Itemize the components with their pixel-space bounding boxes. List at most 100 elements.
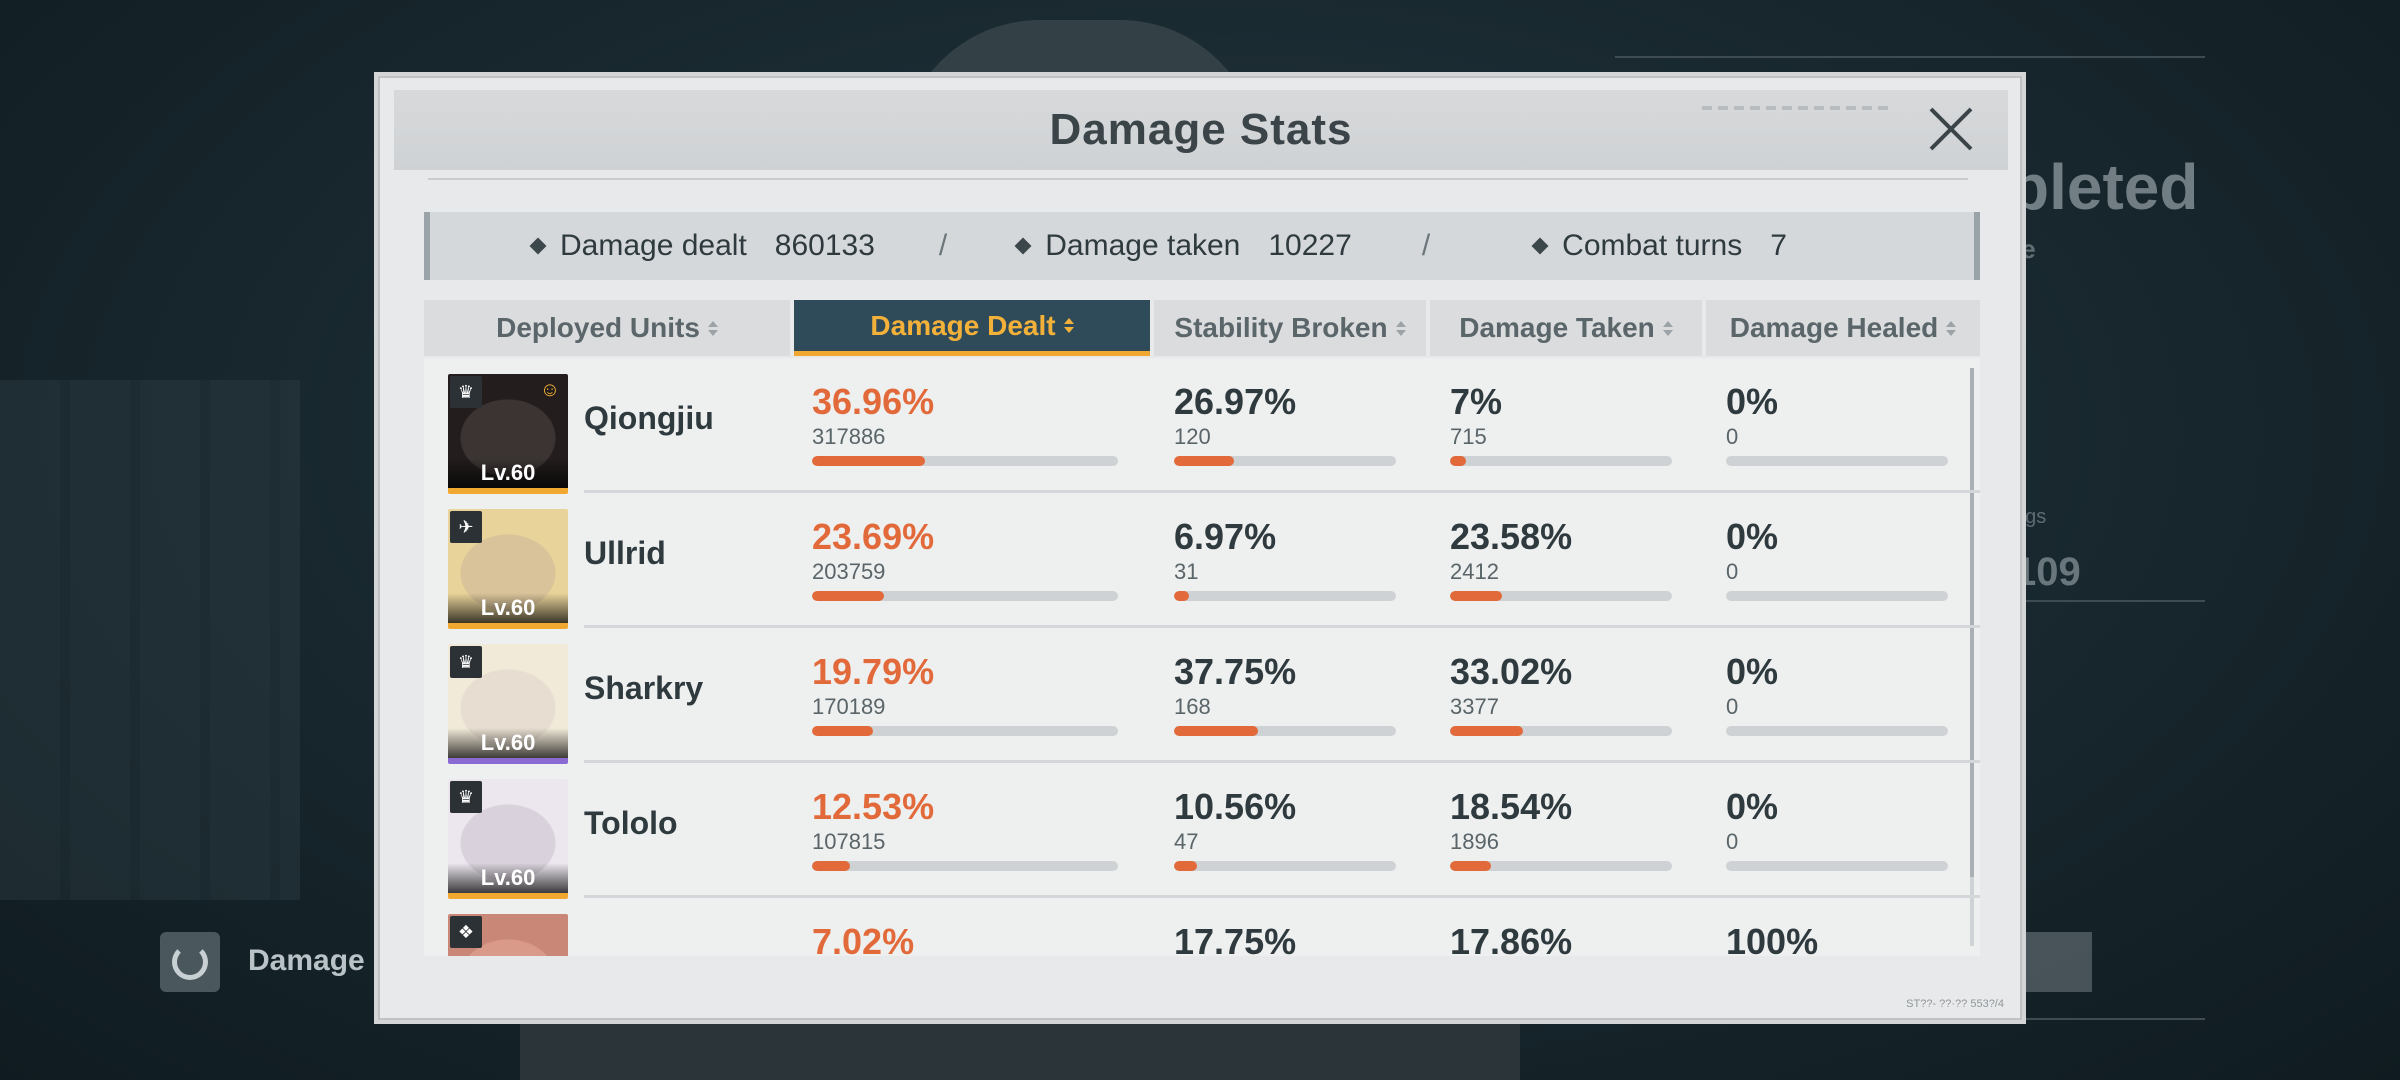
stat-percent: 100% bbox=[1726, 921, 1819, 957]
stat-value: 0 bbox=[1726, 559, 1739, 584]
stats-ring-icon bbox=[172, 944, 208, 980]
stat-cell-damage-healed: 0% 0 bbox=[1726, 652, 1948, 736]
stat-percent: 23.58% bbox=[1450, 516, 1573, 557]
stat-bar bbox=[812, 861, 1118, 871]
summary-value: 10227 bbox=[1268, 229, 1352, 262]
unit-stats-list[interactable]: ♛ ☺ Lv.60 Qiongjiu 36.96% 317886 26.97% 120 7% 71… bbox=[424, 358, 1980, 956]
stat-percent: 37.75% bbox=[1174, 651, 1297, 692]
stat-value: 47 bbox=[1174, 829, 1199, 854]
stat-value: 0 bbox=[1726, 424, 1739, 449]
stat-bar-fill bbox=[812, 456, 926, 466]
unit-portrait[interactable]: ♛ Lv.60 bbox=[448, 779, 568, 899]
stat-cell-damage-dealt: 12.53% 107815 bbox=[812, 787, 1118, 871]
sort-icon bbox=[1946, 320, 1957, 336]
sniper-class-icon: ✈ bbox=[450, 511, 482, 543]
summary-damage-dealt: Damage dealt 860133 bbox=[529, 229, 875, 263]
sort-icon bbox=[1063, 318, 1074, 333]
unit-portrait[interactable]: ✈ Lv.60 bbox=[448, 509, 568, 629]
stat-cell-damage-dealt: 36.96% 317886 bbox=[812, 382, 1118, 466]
column-header-label: Damage Dealt bbox=[870, 309, 1056, 341]
unit-portrait[interactable]: ♛ Lv.60 bbox=[448, 644, 568, 764]
unit-level: Lv.60 bbox=[448, 593, 568, 623]
stat-value: 0 bbox=[1726, 829, 1739, 854]
column-header-deployed-units[interactable]: Deployed Units bbox=[424, 300, 790, 356]
diamond-icon bbox=[529, 237, 547, 255]
stat-bar-fill bbox=[1174, 591, 1190, 601]
stat-cell-stability-broken: 26.97% 120 bbox=[1174, 382, 1396, 466]
stat-value: 170189 bbox=[812, 694, 886, 719]
scrollbar-thumb[interactable] bbox=[1970, 368, 1974, 877]
stat-bar bbox=[1726, 726, 1948, 736]
column-headers: Deployed Units Damage Dealt Stability Br… bbox=[424, 300, 1980, 356]
stat-percent: 26.97% bbox=[1174, 381, 1297, 422]
column-header-stability-broken[interactable]: Stability Broken bbox=[1154, 300, 1426, 356]
sort-icon bbox=[707, 320, 718, 336]
stat-percent: 19.79% bbox=[812, 651, 935, 692]
stat-bar-fill bbox=[1450, 861, 1492, 871]
stat-percent: 12.53% bbox=[812, 786, 935, 827]
sort-icon bbox=[1662, 320, 1673, 336]
stat-bar bbox=[812, 726, 1118, 736]
row-divider bbox=[584, 760, 1980, 763]
row-divider bbox=[584, 625, 1980, 628]
stat-percent: 0% bbox=[1726, 516, 1779, 557]
stat-bar bbox=[1726, 861, 1948, 871]
close-button[interactable] bbox=[1920, 98, 1982, 160]
stat-percent: 0% bbox=[1726, 786, 1779, 827]
stat-percent: 17.86% bbox=[1450, 921, 1573, 957]
stat-bar bbox=[1174, 861, 1396, 871]
stat-value: 1896 bbox=[1450, 829, 1499, 854]
modal-title-bar: Damage Stats bbox=[394, 90, 2008, 170]
column-header-damage-taken[interactable]: Damage Taken bbox=[1430, 300, 1702, 356]
stat-bar-fill bbox=[1174, 456, 1234, 466]
unit-name: Qiongjiu bbox=[584, 400, 714, 436]
diamond-icon bbox=[1014, 237, 1032, 255]
stat-percent: 6.97% bbox=[1174, 516, 1277, 557]
column-header-damage-dealt[interactable]: Damage Dealt bbox=[794, 300, 1150, 356]
stat-value: 715 bbox=[1450, 424, 1487, 449]
column-header-damage-healed[interactable]: Damage Healed bbox=[1706, 300, 1980, 356]
close-icon bbox=[1929, 107, 1973, 151]
stat-cell-damage-taken: 18.54% 1896 bbox=[1450, 787, 1672, 871]
table-row[interactable]: ❖ 7.02% 17.75% 17.86% 100% bbox=[424, 898, 1980, 956]
damage-stats-open-button[interactable] bbox=[160, 932, 220, 992]
scrollbar[interactable] bbox=[1970, 368, 1974, 946]
stat-bar-fill bbox=[1450, 456, 1466, 466]
table-row[interactable]: ♛ Lv.60 Sharkry 19.79% 170189 37.75% 168 33.02%… bbox=[424, 628, 1980, 764]
column-header-label: Damage Taken bbox=[1459, 312, 1655, 343]
support-class-icon: ❖ bbox=[450, 916, 482, 948]
summary-combat-turns: Combat turns 7 bbox=[1531, 229, 1787, 263]
stat-cell-damage-taken: 7% 715 bbox=[1450, 382, 1672, 466]
unit-level: Lv.60 bbox=[448, 458, 568, 488]
footer-code: ST??- ??·?? 553?/4 bbox=[1906, 998, 2004, 1010]
stat-bar bbox=[1174, 726, 1396, 736]
unit-portrait[interactable]: ♛ ☺ Lv.60 bbox=[448, 374, 568, 494]
stat-cell-stability-broken: 37.75% 168 bbox=[1174, 652, 1396, 736]
stat-bar bbox=[1174, 591, 1396, 601]
unit-level: Lv.60 bbox=[448, 863, 568, 893]
summary-separator: / bbox=[1421, 229, 1431, 262]
stat-cell-stability-broken: 6.97% 31 bbox=[1174, 517, 1396, 601]
unit-level: Lv.60 bbox=[448, 728, 568, 758]
title-decoration bbox=[1702, 106, 1892, 110]
stat-value: 107815 bbox=[812, 829, 886, 854]
stat-percent: 17.75% bbox=[1174, 921, 1297, 957]
stat-bar bbox=[1450, 456, 1672, 466]
stat-cell-damage-dealt: 7.02% bbox=[812, 922, 1118, 957]
flame-class-icon: ♛ bbox=[450, 376, 482, 408]
table-row[interactable]: ♛ Lv.60 Tololo 12.53% 107815 10.56% 47 18.54% 18… bbox=[424, 763, 1980, 899]
stat-value: 203759 bbox=[812, 559, 886, 584]
stat-percent: 33.02% bbox=[1450, 651, 1573, 692]
summary-label: Damage taken bbox=[1045, 229, 1241, 262]
stat-bar-fill bbox=[1450, 726, 1524, 736]
table-row[interactable]: ♛ ☺ Lv.60 Qiongjiu 36.96% 317886 26.97% 120 7% 71… bbox=[424, 358, 1980, 494]
table-row[interactable]: ✈ Lv.60 Ullrid 23.69% 203759 6.97% 31 23.58% 241… bbox=[424, 493, 1980, 629]
stat-bar bbox=[1450, 861, 1672, 871]
stat-value: 317886 bbox=[812, 424, 886, 449]
damage-stats-modal: Damage Stats Damage dealt 860133 / Damag… bbox=[374, 72, 2026, 1024]
stat-bar-fill bbox=[1450, 591, 1503, 601]
stat-cell-damage-healed: 0% 0 bbox=[1726, 517, 1948, 601]
flame-class-icon: ♛ bbox=[450, 781, 482, 813]
stat-cell-stability-broken: 10.56% 47 bbox=[1174, 787, 1396, 871]
unit-portrait[interactable]: ❖ bbox=[448, 914, 568, 956]
